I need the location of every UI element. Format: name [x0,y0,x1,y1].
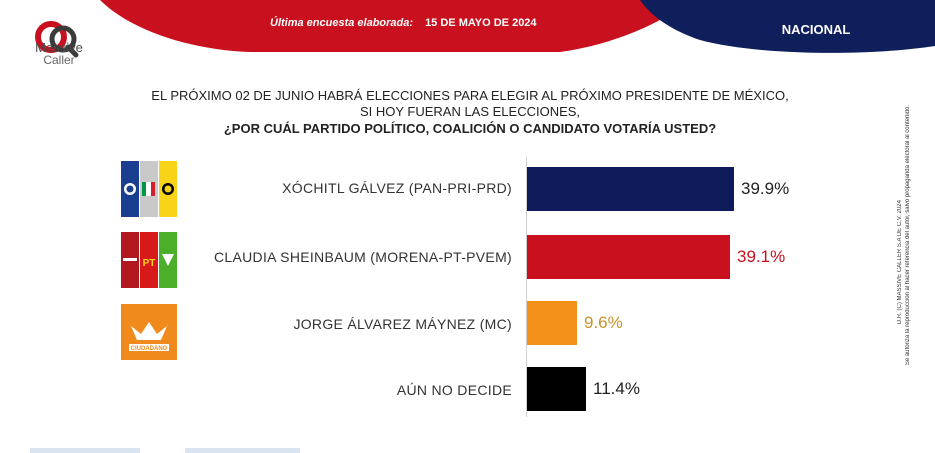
brand-name: Massive Caller [24,40,94,67]
candidate-label: AÚN NO DECIDE [396,382,512,398]
copyright-text: D.R. (C) MASSIVE CALLER S.A DE C.V. 2024 [897,200,903,325]
footer-line [30,448,140,453]
brand-line-2: Caller [43,53,75,67]
mc-badge-text: CIUDADANO [131,346,168,352]
morena-pt-pvem-logos-icon: PT [121,232,177,288]
candidate-label: CLAUDIA SHEINBAUM (MORENA-PT-PVEM) [213,249,512,265]
red-banner-shape [100,0,690,52]
bar-value-label: 9.6% [584,313,623,332]
question-line-1: EL PRÓXIMO 02 DE JUNIO HABRÁ ELECCIONES … [151,88,789,103]
bar [527,235,730,279]
brand-line-1: Massive [35,40,83,55]
survey-date-line: Última encuesta elaborada: 15 DE MAYO DE … [270,17,537,29]
bar-value-label: 39.9% [741,179,790,198]
pan-pri-prd-logos-icon [121,161,177,217]
survey-label: Última encuesta elaborada: [270,17,414,29]
bar [527,167,734,211]
candidate-label: JORGE ÁLVAREZ MÁYNEZ (MC) [293,316,512,332]
survey-date: 15 DE MAYO DE 2024 [425,17,537,29]
navy-banner-shape [640,0,935,53]
question-line-2: SI HOY FUERAN LAS ELECCIONES, [359,104,581,119]
disclaimer-text: Se autoriza la reproducción al hacer ref… [905,105,911,366]
scope-label: NACIONAL [781,22,851,37]
pt-badge-text: PT [143,258,156,269]
bar [527,367,586,411]
bar-value-label: 11.4% [593,379,640,398]
question-line-3: ¿POR CUÁL PARTIDO POLÍTICO, COALICIÓN O … [223,121,717,136]
footer-line [185,448,300,453]
candidate-label: XÓCHITL GÁLVEZ (PAN-PRI-PRD) [282,180,512,196]
bar-value-label: 39.1% [737,247,786,266]
header-banner [100,0,935,53]
movimiento-ciudadano-logo-icon: CIUDADANO [121,304,177,360]
chart-axis-line [526,157,527,417]
massive-caller-logo-icon [35,21,79,58]
bar [527,301,577,345]
